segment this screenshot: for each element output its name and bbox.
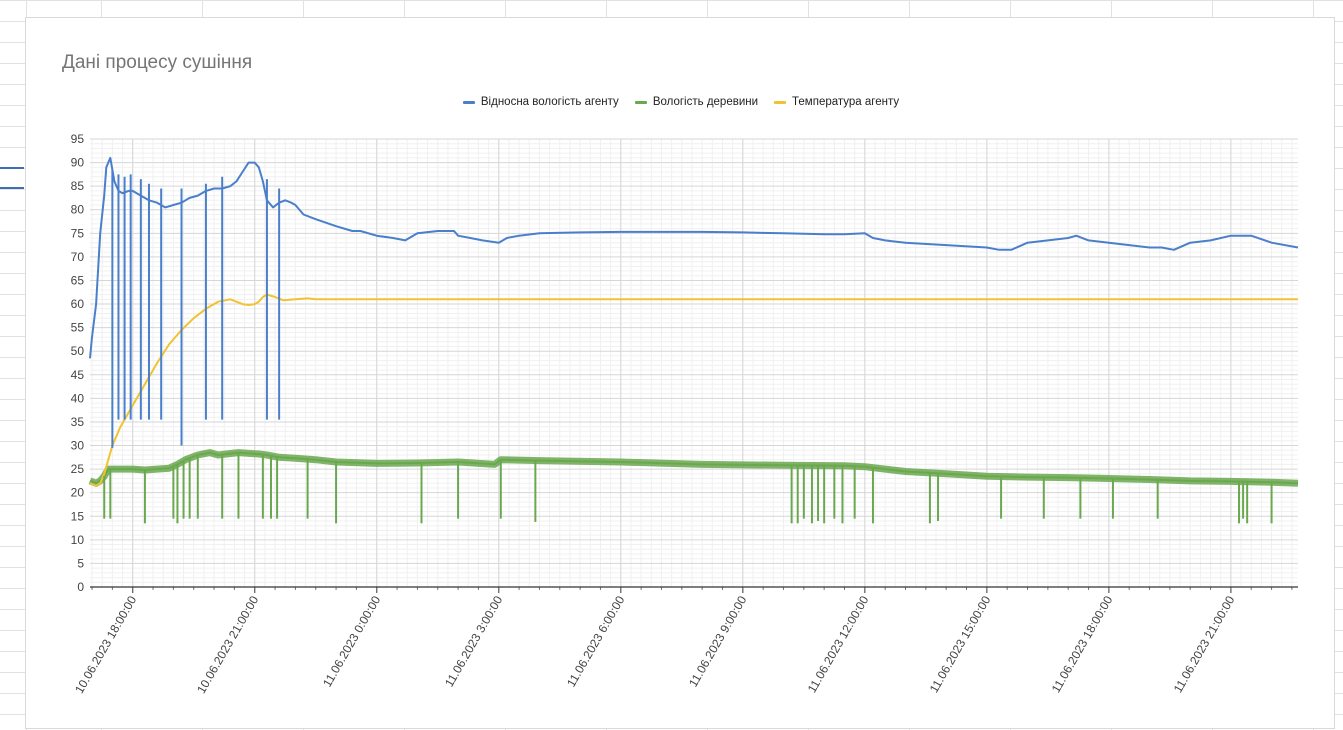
y-tick-label: 55 (71, 321, 85, 335)
legend-item-agent-temperature[interactable]: Температура агенту (774, 96, 899, 108)
x-tick-label: 11.06.2023 3:00:00 (442, 593, 506, 689)
chart-card[interactable]: Дані процесу сушіння Відносна вологість … (25, 17, 1335, 729)
y-tick-label: 80 (71, 203, 85, 217)
y-tick-label: 30 (71, 439, 85, 453)
y-tick-label: 35 (71, 415, 85, 429)
x-tick-label: 11.06.2023 9:00:00 (686, 593, 750, 689)
legend-item-wood-moisture[interactable]: Вологість деревини (634, 96, 759, 108)
y-tick-label: 85 (71, 179, 85, 193)
legend-label: Вологість деревини (652, 96, 759, 108)
y-tick-label: 5 (77, 556, 84, 570)
y-tick-label: 70 (71, 250, 85, 264)
relative-humidity-line (89, 156, 1299, 359)
sheet-cell-marker (0, 187, 24, 189)
y-tick-label: 15 (71, 509, 85, 523)
y-tick-label: 45 (71, 368, 85, 382)
y-tick-label: 25 (71, 462, 85, 476)
y-tick-label: 90 (71, 156, 85, 170)
chart-title: Дані процесу сушіння (62, 52, 253, 73)
legend-item-relative-humidity[interactable]: Відносна вологість агенту (462, 96, 619, 108)
y-tick-label: 10 (71, 533, 85, 547)
x-tick-label: 10.06.2023 21:00:00 (194, 593, 261, 696)
x-tick-label: 11.06.2023 6:00:00 (564, 593, 628, 689)
sheet-cell-marker (0, 167, 24, 169)
y-tick-label: 95 (71, 132, 85, 146)
plot-area[interactable]: 0 5 10 15 20 25 30 35 40 45 50 55 60 65 70 75 80 85 90 95 10… (26, 18, 1334, 728)
y-tick-label: 20 (71, 486, 85, 500)
x-tick-label: 11.06.2023 0:00:00 (320, 593, 384, 689)
x-tick-label: 11.06.2023 15:00:00 (927, 593, 994, 695)
y-tick-label: 40 (71, 391, 85, 405)
legend-swatch (774, 100, 787, 104)
x-tick-label: 11.06.2023 21:00:00 (1171, 593, 1238, 695)
legend-label: Відносна вологість агенту (480, 96, 619, 108)
legend-swatch (634, 100, 647, 104)
y-tick-label: 65 (71, 273, 85, 287)
y-tick-label: 0 (77, 580, 84, 594)
x-tick-label: 11.06.2023 18:00:00 (1049, 593, 1116, 695)
y-tick-label: 60 (71, 297, 85, 311)
wood-moisture-line (89, 451, 1299, 485)
legend-swatch (462, 100, 475, 104)
y-tick-label: 75 (71, 226, 85, 240)
x-tick-label: 11.06.2023 12:00:00 (805, 593, 872, 695)
sheet-row-strip (0, 0, 27, 730)
agent-temperature-line (89, 293, 1298, 487)
y-tick-label: 50 (71, 344, 85, 358)
x-tick-label: 10.06.2023 18:00:00 (72, 593, 139, 696)
legend-label: Температура агенту (792, 96, 900, 108)
legend: Відносна вологість агенту Вологість дере… (26, 96, 1336, 108)
